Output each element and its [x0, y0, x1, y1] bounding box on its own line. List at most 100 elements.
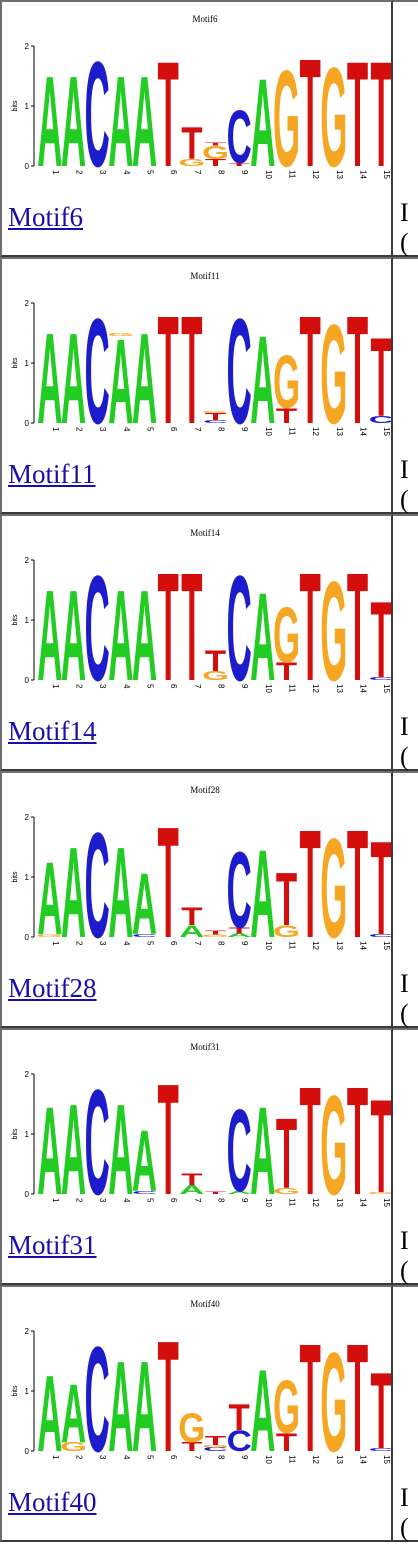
x-tick-label: 3: [98, 1198, 107, 1203]
logo-letter: A: [132, 50, 157, 180]
motif-link[interactable]: Motif40: [8, 1487, 97, 1517]
x-tick-label: 13: [335, 941, 344, 950]
logo-letter: C: [369, 933, 393, 938]
motif-link[interactable]: Motif11: [8, 459, 96, 489]
logo-letter: T: [347, 1055, 368, 1208]
logo-letter: A: [132, 307, 157, 437]
x-tick-label: 7: [193, 170, 202, 175]
logo-letter: T: [229, 162, 250, 167]
logo-title: Motif28: [190, 785, 220, 795]
x-tick-label: 12: [311, 941, 320, 950]
y-tick-label: 1: [25, 616, 30, 625]
logo-letter: A: [61, 50, 86, 180]
logo-letter: C: [85, 288, 110, 437]
y-tick-label: 2: [25, 813, 30, 822]
x-tick-label: 1: [51, 684, 60, 689]
x-tick-label: 9: [240, 684, 249, 689]
logo-letter: T: [158, 795, 179, 951]
logo-title: Motif40: [190, 1299, 220, 1309]
logo-letter: T: [205, 645, 227, 678]
motif-link[interactable]: Motif31: [8, 1230, 97, 1260]
logo-title: Motif6: [192, 14, 218, 24]
logo-letter: C: [227, 96, 252, 179]
x-tick-label: 6: [169, 1198, 178, 1203]
x-tick-label: 15: [382, 1198, 391, 1207]
logo-letter: A: [37, 842, 62, 951]
clipped-text-top: I: [400, 198, 409, 227]
x-tick-label: 11: [288, 170, 297, 179]
x-tick-label: 11: [288, 1455, 297, 1464]
logo-letter: G: [273, 341, 300, 424]
y-axis-label: bits: [12, 614, 19, 625]
clipped-cell: [393, 257, 418, 514]
table-row: Motif14 0 1 2 bits A 1 A 2 C 3 A 4 A 5 T 6 T 7 G T 8 C 9 A 10 T G 11…: [0, 514, 418, 771]
y-tick-label: 2: [25, 556, 30, 565]
logo-letter: C: [369, 414, 393, 425]
x-tick-label: 8: [217, 427, 226, 432]
logo-letter: C: [203, 1447, 228, 1453]
x-tick-label: 15: [382, 427, 391, 436]
logo-letter: A: [250, 825, 275, 951]
logo-letter: C: [85, 1059, 110, 1208]
logo-letter: T: [276, 858, 297, 941]
x-tick-label: 9: [240, 1455, 249, 1460]
logo-letter: T: [181, 1440, 202, 1454]
clipped-text-bottom: (: [400, 485, 409, 514]
logo-letter: T: [158, 1309, 179, 1465]
logo-letter: A: [250, 311, 275, 437]
motif-link[interactable]: Motif28: [8, 973, 97, 1003]
x-tick-label: 1: [51, 170, 60, 175]
logo-letter: T: [300, 1312, 321, 1465]
logo-letter: T: [205, 1434, 226, 1448]
x-tick-label: 13: [335, 1455, 344, 1464]
logo-letter: T: [371, 814, 392, 951]
y-tick-label: 2: [25, 299, 30, 308]
logo-letter: C: [369, 1447, 393, 1452]
logo-letter: A: [61, 564, 86, 694]
logo-letter: A: [108, 1078, 133, 1208]
motif-cell: Motif40 0 1 2 bits A 1 G A 2 C 3 A 4 A 5 T 6 T G 7 C G T 8 C T 9 A 10…: [0, 1285, 393, 1542]
logo-letter: A: [61, 821, 86, 951]
logo-letter: C: [203, 419, 228, 424]
logo-letter: T: [158, 284, 179, 437]
motif-link[interactable]: Motif14: [8, 716, 97, 746]
logo-letter: A: [227, 1190, 252, 1195]
y-tick-label: 0: [25, 162, 30, 171]
table-row: Motif40 0 1 2 bits A 1 G A 2 C 3 A 4 A 5 T 6 T G 7 C G T 8 C T 9 A 10…: [0, 1285, 418, 1542]
logo-letter: G: [273, 922, 300, 941]
logo-letter: T: [276, 1430, 298, 1457]
x-tick-label: 6: [169, 170, 178, 175]
logo-letter: T: [300, 541, 321, 694]
logo-letter: C: [369, 676, 393, 681]
x-tick-label: 6: [169, 427, 178, 432]
logo-letter: T: [158, 541, 179, 694]
logo-letter: G: [202, 411, 229, 414]
x-tick-label: 15: [382, 684, 391, 693]
x-tick-label: 9: [240, 1198, 249, 1203]
y-tick-label: 0: [25, 1190, 30, 1199]
x-tick-label: 13: [335, 684, 344, 693]
x-tick-label: 5: [146, 427, 155, 432]
motif-cell: Motif31 0 1 2 bits A 1 A 2 C 3 A 4 C A 5 T 6 A T 7 T 8 A C 9 A 10 G T…: [0, 1028, 393, 1285]
logo-letter: G: [178, 1405, 205, 1452]
x-tick-label: 14: [359, 1198, 368, 1207]
logo-letter: T: [347, 284, 368, 437]
motif-link[interactable]: Motif6: [8, 202, 84, 232]
logo-letter: A: [37, 564, 62, 694]
logo-title: Motif14: [190, 528, 220, 538]
y-tick-label: 0: [25, 933, 30, 942]
x-tick-label: 2: [75, 1198, 84, 1203]
logo-letter: G: [320, 38, 347, 180]
logo-letter: C: [85, 802, 110, 951]
logo-title: Motif11: [190, 271, 219, 281]
x-tick-label: 5: [146, 1455, 155, 1460]
logo-letter: C: [227, 1425, 252, 1458]
logo-letter: A: [37, 1354, 62, 1465]
logo-letter: A: [37, 50, 62, 180]
logo-letter: C: [227, 830, 252, 951]
x-tick-label: 4: [122, 170, 131, 175]
